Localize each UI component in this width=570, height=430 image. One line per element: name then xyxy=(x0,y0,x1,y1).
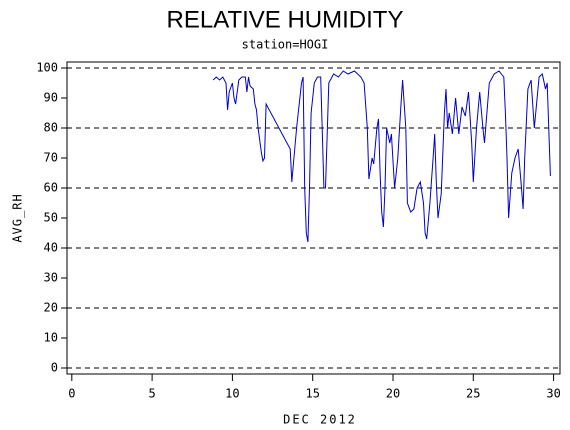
x-tick-label: 5 xyxy=(148,387,155,401)
y-tick-label: 90 xyxy=(44,91,58,105)
y-axis-label: AVG_RH xyxy=(11,193,25,242)
chart-title: RELATIVE HUMIDITY xyxy=(167,6,404,33)
y-tick-label: 30 xyxy=(44,271,58,285)
x-tick-label: 10 xyxy=(225,387,239,401)
y-tick-label: 50 xyxy=(44,211,58,225)
x-tick-label: 0 xyxy=(68,387,75,401)
y-tick-label: 20 xyxy=(44,301,58,315)
y-tick-label: 60 xyxy=(44,181,58,195)
x-tick-label: 30 xyxy=(546,387,560,401)
y-tick-label: 40 xyxy=(44,241,58,255)
y-tick-label: 100 xyxy=(36,61,58,75)
y-tick-label: 0 xyxy=(51,361,58,375)
y-tick-label: 70 xyxy=(44,151,58,165)
x-tick-label: 15 xyxy=(305,387,319,401)
plot-frame xyxy=(66,61,561,375)
chart-subtitle: station=HOGI xyxy=(242,38,329,52)
x-axis-label: DEC 2012 xyxy=(283,413,357,427)
y-tick-label: 80 xyxy=(44,121,58,135)
y-tick-label: 10 xyxy=(44,331,58,345)
x-tick-label: 20 xyxy=(386,387,400,401)
data-line xyxy=(212,70,551,243)
x-tick-label: 25 xyxy=(466,387,480,401)
